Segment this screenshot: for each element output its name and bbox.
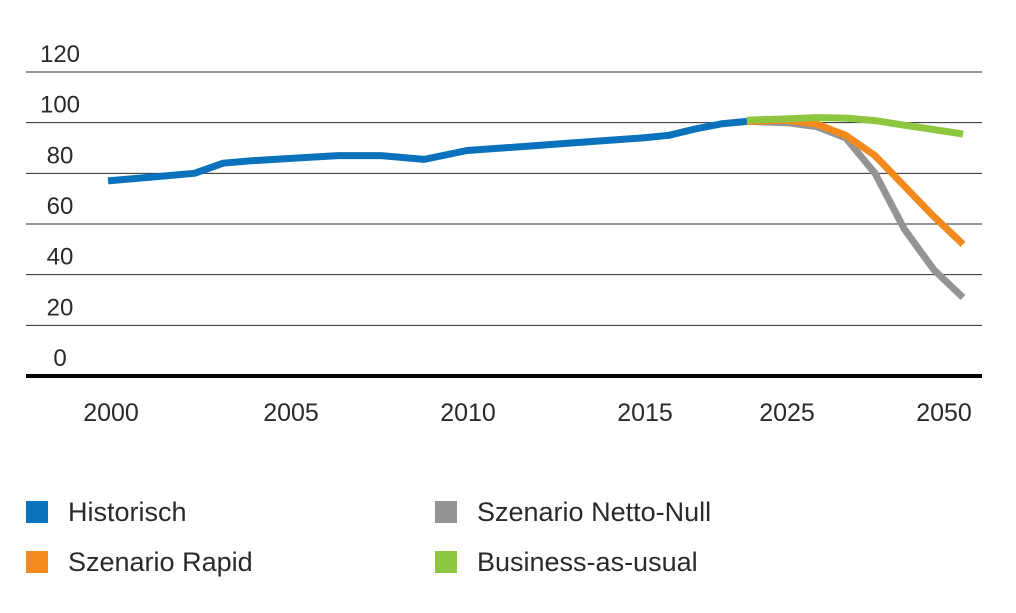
x-tick-label-2005: 2005	[263, 399, 319, 427]
x-tick-label-2025: 2025	[759, 399, 815, 427]
x-tick-label-2000: 2000	[83, 399, 139, 427]
x-tick-label-2050: 2050	[916, 399, 972, 427]
y-tick-label-80: 80	[47, 142, 74, 169]
x-tick-label-2010: 2010	[440, 399, 496, 427]
series-line-historisch	[107, 117, 748, 185]
series-lines	[107, 114, 966, 301]
y-tick-label-20: 20	[47, 294, 74, 321]
grid-lines	[26, 71, 982, 326]
y-tick-label-100: 100	[40, 92, 80, 119]
y-tick-label-0: 0	[53, 345, 66, 372]
y-tick-label-60: 60	[47, 193, 74, 220]
x-tick-label-2015: 2015	[617, 399, 673, 427]
series-line-szenario-rapid	[746, 116, 966, 247]
y-tick-label-120: 120	[40, 41, 80, 68]
y-axis-tick-labels: 0 20 40 60 80 100 120	[40, 41, 80, 372]
x-axis-tick-labels: 2000 2005 2010 2015 2025 2050	[83, 399, 972, 427]
series-line-business-as-usual	[746, 114, 964, 138]
y-tick-label-40: 40	[47, 244, 74, 271]
